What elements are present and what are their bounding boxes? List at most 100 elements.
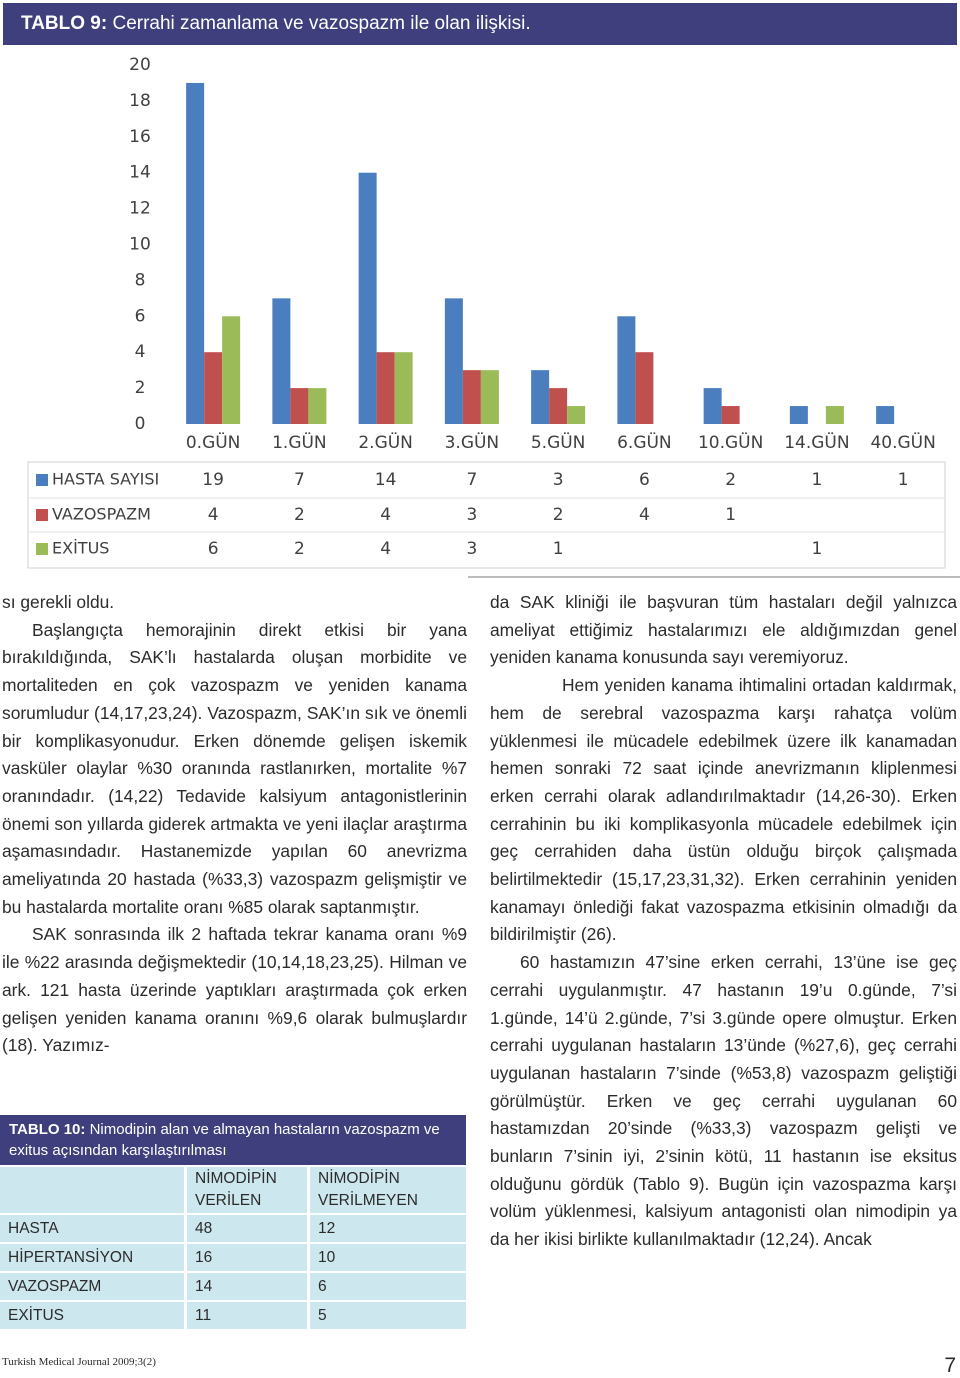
bar: [358, 172, 377, 424]
column-header: NİMODİPİN VERİLEN: [184, 1165, 309, 1214]
table-title-text: Nimodipin alan ve almayan hastaların vaz…: [9, 1121, 440, 1159]
data-table-frame: [27, 461, 946, 569]
table-header: TABLO 9: Cerrahi zamanlama ve vazospazm …: [3, 3, 957, 45]
paragraph: Başlangıçta hemorajinin direkt etkisi bi…: [2, 619, 467, 917]
cell: EXİTUS: [0, 1300, 186, 1329]
bar: [549, 388, 568, 424]
bar: [290, 388, 309, 424]
header-title: Cerrahi zamanlama ve vazospazm ile olan …: [112, 13, 531, 34]
data-table-value: 2: [725, 470, 736, 490]
table-row: EXİTUS 11 5: [0, 1300, 466, 1329]
x-tick-label: 5.GÜN: [531, 431, 586, 453]
data-table-value: 1: [553, 539, 564, 559]
bar: [721, 406, 740, 424]
y-tick-label: 0: [135, 414, 146, 434]
cell: 6: [307, 1271, 466, 1301]
page-number: 7: [944, 1354, 956, 1377]
bar: [876, 406, 895, 424]
data-table-value: 19: [202, 470, 224, 490]
table-body: HASTA 48 12 HİPERTANSİYON 16 10 VAZOSPAZM 14 6 EX…: [0, 1213, 466, 1329]
right-column: da SAK kliniği ile başvuran tüm hastalar…: [490, 589, 957, 1254]
legend-label: VAZOSPAZM: [52, 505, 151, 524]
paragraph: Hem yeniden kanama ihtimalini ortadan ka…: [490, 675, 957, 945]
paragraph: 60 hastamızın 47’sine erken cerrahi, 13’…: [490, 952, 957, 1250]
cell: 16: [184, 1242, 309, 1272]
cell: 11: [184, 1300, 309, 1329]
table-head: NİMODİPİN VERİLEN NİMODİPİN VERİLMEYEN: [0, 1165, 466, 1214]
y-tick-label: 18: [129, 91, 151, 111]
cell: 12: [307, 1213, 466, 1243]
table-label: TABLO 10:: [9, 1121, 86, 1138]
data-table-value: 6: [639, 470, 650, 490]
data-table-value: 2: [553, 505, 564, 525]
data-table-value: 4: [380, 505, 391, 525]
cell: VAZOSPAZM: [0, 1271, 186, 1301]
rule: [468, 576, 960, 578]
table-row: HİPERTANSİYON 16 10: [0, 1242, 466, 1272]
x-tick-label: 2.GÜN: [358, 431, 413, 453]
data-table-value: 6: [208, 539, 219, 559]
bar: [462, 370, 481, 424]
data-table-value: 1: [811, 470, 822, 490]
bar: [617, 316, 636, 424]
x-tick-label: 1.GÜN: [272, 431, 327, 453]
y-tick-label: 2: [135, 378, 146, 398]
bar: [789, 406, 808, 424]
data-table-value: 7: [466, 470, 477, 490]
data-table-value: 3: [553, 470, 564, 490]
cell: 14: [184, 1271, 309, 1301]
table-row: VAZOSPAZM 14 6: [0, 1271, 466, 1301]
table-row: HASTA 48 12: [0, 1213, 466, 1243]
table-10: TABLO 10: Nimodipin alan ve almayan hast…: [0, 1115, 466, 1329]
bar: [635, 352, 654, 424]
data-table-value: 1: [725, 505, 736, 525]
paragraph: SAK sonrasında ilk 2 haftada tekrar kana…: [2, 924, 467, 1056]
bar: [825, 406, 844, 424]
legend-label: EXİTUS: [52, 539, 109, 558]
y-tick-label: 12: [129, 199, 151, 219]
bar: [308, 388, 327, 424]
cell: [0, 1165, 186, 1214]
y-tick-label: 14: [129, 163, 151, 183]
cell: 5: [307, 1300, 466, 1329]
y-tick-label: 10: [129, 235, 151, 255]
data-table-value: 1: [898, 470, 909, 490]
y-tick-label: 6: [135, 306, 146, 326]
footer-journal: Turkish Medical Journal 2009;3(2): [2, 1356, 156, 1368]
bar: [376, 352, 395, 424]
bar: [444, 298, 463, 424]
data-table-value: 4: [208, 505, 219, 525]
legend-swatch: [36, 474, 48, 486]
x-tick-label: 6.GÜN: [617, 431, 672, 453]
left-column: sı gerekli oldu. Başlangıçta hemorajinin…: [2, 589, 467, 1060]
chart: 024681012141618200.GÜN19461.GÜN7222.GÜN1…: [27, 55, 946, 569]
column-header: NİMODİPİN VERİLMEYEN: [307, 1165, 466, 1214]
data-table-value: 7: [294, 470, 305, 490]
bar: [703, 388, 722, 424]
legend-label: HASTA SAYISI: [52, 470, 159, 489]
bar: [222, 316, 241, 424]
cell: HASTA: [0, 1213, 186, 1243]
data-table-value: 2: [294, 539, 305, 559]
bar: [186, 82, 205, 424]
bar: [480, 370, 499, 424]
y-tick-label: 4: [135, 342, 146, 362]
bar: [204, 352, 223, 424]
data-table-value: 3: [466, 539, 477, 559]
cell: 10: [307, 1242, 466, 1272]
data-table-value: 14: [375, 470, 397, 490]
cell: 48: [184, 1213, 309, 1243]
data-table-value: 4: [380, 539, 391, 559]
header-label: TABLO 9:: [21, 13, 108, 34]
bar: [567, 406, 586, 424]
y-tick-label: 16: [129, 127, 151, 147]
bar: [394, 352, 413, 424]
data-table-value: 2: [294, 505, 305, 525]
cell: HİPERTANSİYON: [0, 1242, 186, 1272]
legend-swatch: [36, 543, 48, 555]
x-tick-label: 10.GÜN: [698, 431, 763, 453]
data-table-value: 1: [811, 539, 822, 559]
x-tick-label: 3.GÜN: [445, 431, 500, 453]
table-title: TABLO 10: Nimodipin alan ve almayan hast…: [0, 1115, 466, 1165]
